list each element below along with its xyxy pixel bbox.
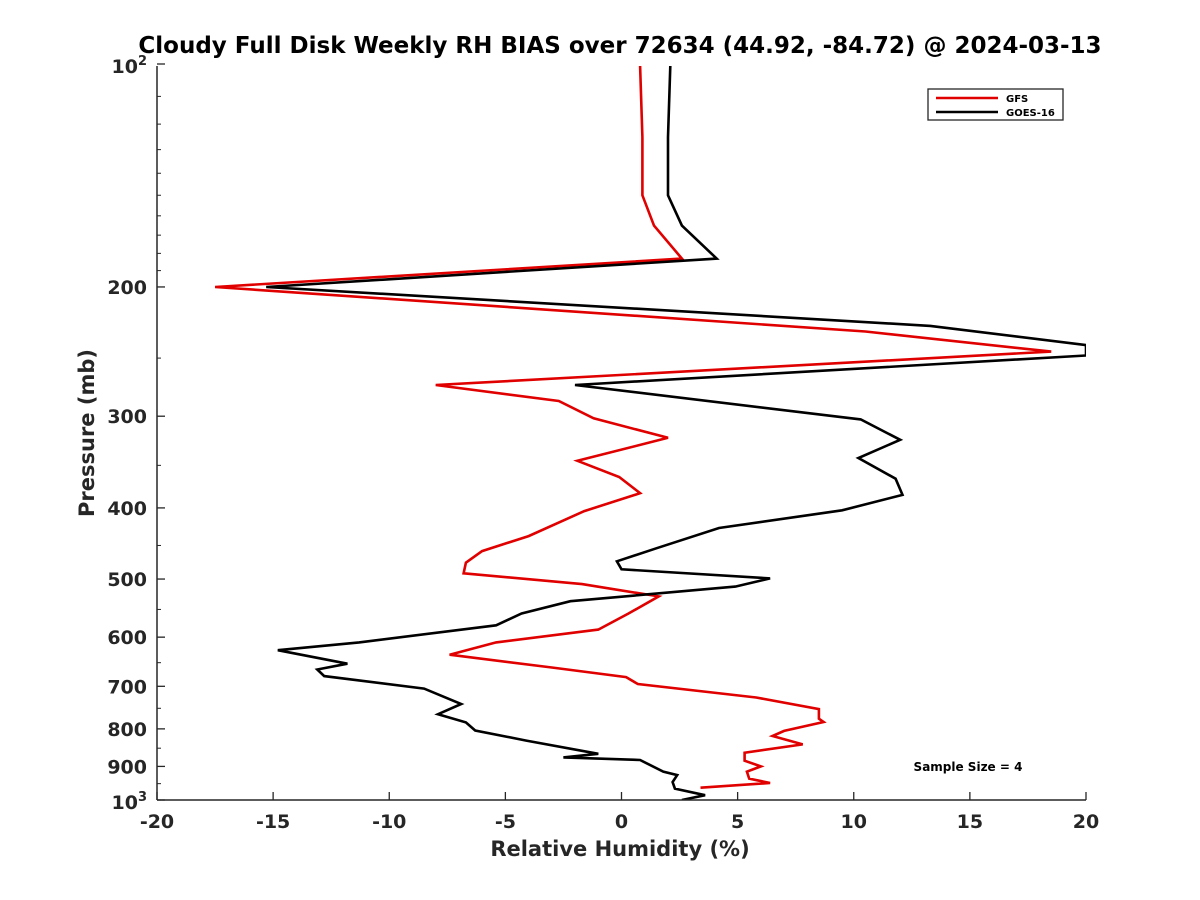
y-tick-label-bottom: 103 xyxy=(112,790,148,814)
y-tick-label: 900 xyxy=(107,756,147,778)
x-tick-label: -15 xyxy=(256,811,290,833)
x-tick-label: -10 xyxy=(372,811,406,833)
plot-area xyxy=(215,66,1086,800)
series-line-gfs xyxy=(215,66,1052,789)
x-tick-label: -5 xyxy=(495,811,516,833)
series-group xyxy=(215,66,1086,800)
x-axis-label: Relative Humidity (%) xyxy=(490,837,749,861)
x-tick-label: 20 xyxy=(1073,811,1099,833)
legend-label: GOES-16 xyxy=(1006,108,1055,119)
chart-legend: GFS GOES-16 xyxy=(927,88,1064,121)
legend-label: GFS xyxy=(1006,94,1028,105)
chart-title: Cloudy Full Disk Weekly RH BIAS over 726… xyxy=(138,33,1101,59)
legend-box xyxy=(927,88,1064,121)
x-tick-label: -20 xyxy=(140,811,174,833)
x-tick-label: 10 xyxy=(841,811,867,833)
y-tick-label-top: 102 xyxy=(112,54,148,78)
y-tick-label: 700 xyxy=(107,676,147,698)
axes: -20 -15 -10 -5 0 5 10 15 20 200 300 400 500 600 700 80… xyxy=(107,54,1099,833)
sample-size-annotation: Sample Size = 4 xyxy=(914,760,1023,774)
x-ticks: -20 -15 -10 -5 0 5 10 15 20 xyxy=(140,792,1099,833)
x-tick-label: 15 xyxy=(957,811,983,833)
y-axis-label: Pressure (mb) xyxy=(75,349,99,517)
y-ticks: 200 300 400 500 600 700 800 900 102 103 xyxy=(107,54,165,814)
x-tick-label: 5 xyxy=(731,811,744,833)
series-line-goes-16 xyxy=(266,66,1086,800)
y-tick-label: 500 xyxy=(107,569,147,591)
x-tick-label: 0 xyxy=(615,811,628,833)
y-tick-label: 600 xyxy=(107,627,147,649)
y-tick-label: 200 xyxy=(107,277,147,299)
y-tick-label: 400 xyxy=(107,498,147,520)
y-tick-label: 300 xyxy=(107,406,147,428)
y-tick-label: 800 xyxy=(107,719,147,741)
